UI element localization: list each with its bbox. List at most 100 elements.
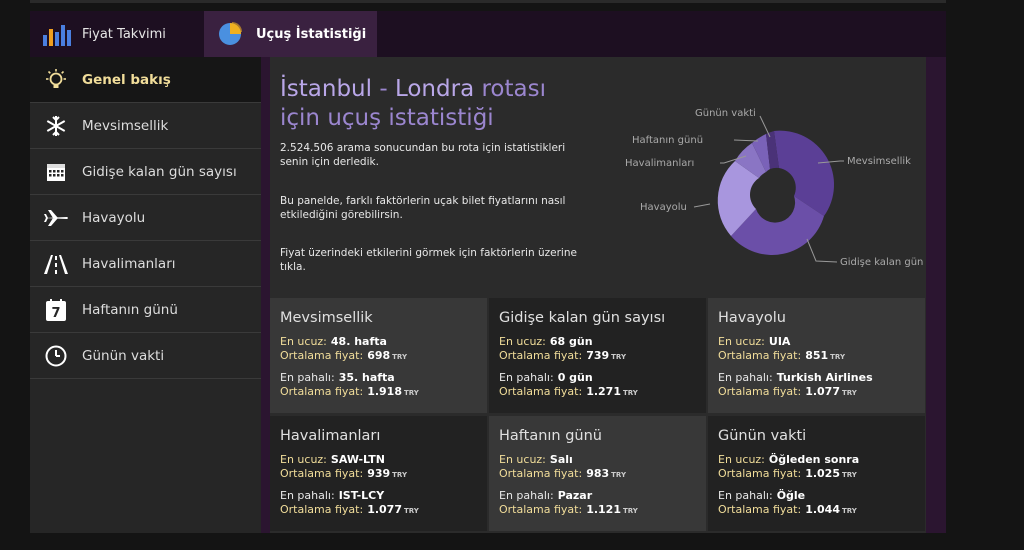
expensive-avg: 1.044 [805, 503, 840, 516]
expensive-label: En pahalı: [718, 371, 773, 384]
sidebar-item-havalimanlari[interactable]: Havalimanları [30, 241, 261, 287]
top-divider [30, 0, 946, 3]
card-haftanin-gunu[interactable]: Haftanın günü En ucuz: Salı Ortalama fiya… [489, 416, 706, 531]
pie-slice-gunun-vakti[interactable] [766, 131, 779, 169]
sidebar-item-genel-bakis[interactable]: Genel bakış [30, 57, 261, 103]
cheapest-value: SAW-LTN [330, 453, 385, 466]
cheapest-avg: 983 [586, 467, 610, 480]
sidebar-item-label: Gidişe kalan gün sayısı [82, 163, 237, 180]
main-content: İstanbul - Londra rotası için uçuş istat… [270, 57, 955, 533]
card-title: Haftanın günü [499, 428, 603, 444]
title-origin: İstanbul [280, 76, 373, 102]
cheapest-value: 48. hafta [330, 335, 387, 348]
expensive-label: En pahalı: [499, 371, 554, 384]
title-rest: rotası için uçuş istatistiği [280, 76, 546, 131]
card-title: Mevsimsellik [280, 310, 373, 326]
cheapest-value: 68 gün [549, 335, 593, 348]
click-hint: Fiyat üzerindeki etkilerini görmek için … [280, 247, 577, 273]
bar-chart-icon [42, 21, 72, 47]
avg-label: Ortalama fiyat: [718, 349, 802, 362]
expensive-value: 0 gün [557, 371, 593, 384]
pie-label-gidise: Gidişe kalan gün sayısı [840, 257, 926, 268]
expensive-value: Pazar [557, 489, 593, 502]
currency: TRY [841, 471, 857, 479]
card-havayolu[interactable]: Havayolu En ucuz: UIA Ortalama fiyat: 851 T… [708, 298, 925, 413]
cheapest-avg: 698 [367, 349, 391, 362]
tab-label: Fiyat Takvimi [82, 26, 166, 42]
pie-slice-haftanin-gunu[interactable] [752, 134, 770, 172]
currency: TRY [392, 471, 408, 479]
airplane-icon [43, 205, 69, 231]
currency: TRY [611, 353, 627, 361]
sidebar-item-label: Günün vakti [82, 347, 165, 364]
avg-label: Ortalama fiyat: [718, 503, 802, 516]
card-title: Havayolu [718, 310, 786, 326]
tab-bar: Fiyat Takvimi Uçuş İstatistiği [30, 11, 946, 57]
avg-label: Ortalama fiyat: [499, 503, 583, 516]
pie-slice-mevsimsellik[interactable] [774, 130, 835, 216]
snowflake-icon [43, 113, 69, 139]
card-title: Gidişe kalan gün sayısı [499, 310, 666, 326]
pie-slice-gidise[interactable] [731, 196, 824, 256]
sidebar-item-mevsimsellik[interactable]: Mevsimsellik [30, 103, 261, 149]
pie-label-havalimanlari: Havalimanları [625, 158, 694, 169]
expensive-label: En pahalı: [499, 489, 554, 502]
sidebar-item-gunun-vakti[interactable]: Günün vakti [30, 333, 261, 379]
sidebar-item-havayolu[interactable]: Havayolu [30, 195, 261, 241]
sidebar-item-label: Haftanın günü [82, 301, 178, 318]
pie-slice-havayolu[interactable] [717, 161, 759, 236]
title-destination: Londra [394, 76, 475, 102]
expensive-value: 35. hafta [338, 371, 395, 384]
calendar-icon [43, 159, 69, 185]
page-title: İstanbul - Londra rotası için uçuş istat… [280, 75, 590, 133]
card-havalimanlari[interactable]: Havalimanları En ucuz: SAW-LTN Ortalama f… [270, 416, 487, 531]
pie-chart-icon [216, 21, 246, 47]
sidebar-item-haftanin-gunu[interactable]: 7 Haftanın günü [30, 287, 261, 333]
pie-label-mevsimsellik: Mevsimsellik [847, 156, 911, 167]
cheapest-label: En ucuz: [499, 335, 546, 348]
pie-label-haftanin-gunu: Haftanın günü [632, 135, 703, 146]
tab-fiyat-takvimi[interactable]: Fiyat Takvimi [30, 11, 202, 57]
tab-ucus-istatistigi[interactable]: Uçuş İstatistiği [204, 11, 377, 57]
calendar-day-icon: 7 [43, 297, 69, 323]
card-gidise-kalan[interactable]: Gidişe kalan gün sayısı En ucuz: 68 gün O… [489, 298, 706, 413]
expensive-avg: 1.271 [586, 385, 621, 398]
svg-text:7: 7 [51, 306, 60, 321]
sidebar-item-gidise-kalan[interactable]: Gidişe kalan gün sayısı [30, 149, 261, 195]
avg-label: Ortalama fiyat: [280, 349, 364, 362]
title-separator: - [372, 76, 395, 102]
runway-icon [43, 251, 69, 277]
avg-label: Ortalama fiyat: [280, 467, 364, 480]
factors-pie-chart: Mevsimsellik Gidişe kalan gün sayısı Hav… [594, 101, 955, 297]
sidebar-item-label: Mevsimsellik [82, 117, 169, 134]
currency: TRY [830, 353, 846, 361]
avg-label: Ortalama fiyat: [499, 467, 583, 480]
pie-label-havayolu: Havayolu [640, 202, 687, 213]
avg-label: Ortalama fiyat: [499, 349, 583, 362]
card-title: Havalimanları [280, 428, 381, 444]
cheapest-avg: 851 [805, 349, 829, 362]
cheapest-value: Salı [549, 453, 573, 466]
expensive-avg: 1.918 [367, 385, 402, 398]
cheapest-label: En ucuz: [280, 335, 327, 348]
expensive-avg: 1.077 [805, 385, 840, 398]
avg-label: Ortalama fiyat: [280, 503, 364, 516]
avg-label: Ortalama fiyat: [718, 385, 802, 398]
tab-label: Uçuş İstatistiği [256, 26, 367, 42]
card-mevsimsellik[interactable]: Mevsimsellik En ucuz: 48. hafta Ortalama … [270, 298, 487, 413]
sidebar-item-label: Havayolu [82, 209, 146, 226]
cheapest-label: En ucuz: [718, 335, 765, 348]
expensive-label: En pahalı: [280, 371, 335, 384]
lightbulb-icon [43, 67, 69, 93]
currency: TRY [403, 389, 419, 397]
cheapest-label: En ucuz: [280, 453, 327, 466]
avg-label: Ortalama fiyat: [499, 385, 583, 398]
currency: TRY [622, 507, 638, 515]
pie-slices [717, 130, 835, 256]
pie-slice-havalimanlari[interactable] [735, 143, 766, 178]
expensive-value: IST-LCY [338, 489, 385, 502]
card-gunun-vakti[interactable]: Günün vakti En ucuz: Öğleden sonra Ortala… [708, 416, 925, 531]
sidebar-item-label: Genel bakış [82, 71, 171, 88]
pie-label-gunun-vakti: Günün vakti [695, 108, 756, 119]
card-title: Günün vakti [718, 428, 807, 444]
